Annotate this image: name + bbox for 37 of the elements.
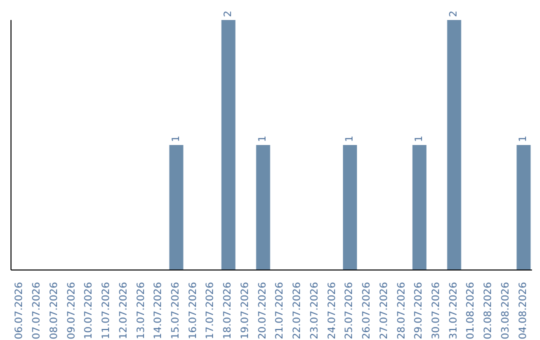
x-tick-label: 27.07.2026 — [378, 282, 390, 340]
x-tick-label: 06.07.2026 — [14, 282, 26, 340]
x-tick-label: 23.07.2026 — [309, 282, 320, 340]
x-tick-label: 22.07.2026 — [292, 282, 304, 340]
x-tick-label: 21.07.2026 — [274, 282, 286, 340]
data-label: 2 — [222, 10, 234, 17]
x-tick-label: 18.07.2026 — [222, 282, 234, 340]
data-label: 1 — [414, 136, 425, 142]
x-tick-label: 20.07.2026 — [257, 282, 268, 340]
x-tick-label: 04.08.2026 — [518, 282, 529, 340]
x-tick-label: 16.07.2026 — [188, 282, 199, 340]
x-tick-label: 15.07.2026 — [170, 282, 182, 340]
x-tick-label: 02.08.2026 — [483, 282, 494, 340]
x-tick-label: 09.07.2026 — [66, 282, 78, 340]
x-tick-label: 17.07.2026 — [205, 282, 216, 340]
data-label: 1 — [258, 136, 269, 142]
x-tick-label: 31.07.2026 — [448, 282, 460, 340]
data-label: 1 — [170, 136, 182, 142]
x-tick-label: 08.07.2026 — [48, 282, 60, 340]
x-tick-label: 10.07.2026 — [84, 282, 95, 340]
data-label: 1 — [344, 136, 356, 142]
x-tick-label: 03.08.2026 — [500, 282, 512, 340]
x-tick-label: 25.07.2026 — [344, 282, 356, 340]
x-tick-label: 13.07.2026 — [136, 282, 147, 340]
x-tick-label: 29.07.2026 — [414, 282, 425, 340]
x-tick-label: 28.07.2026 — [396, 282, 408, 340]
x-tick-label: 07.07.2026 — [32, 282, 43, 340]
x-tick-label: 26.07.2026 — [362, 282, 373, 340]
data-label: 1 — [518, 136, 530, 142]
x-tick-label: 30.07.2026 — [430, 282, 442, 340]
data-label: 2 — [448, 10, 460, 17]
x-tick-label: 24.07.2026 — [326, 282, 338, 340]
x-tick-label: 14.07.2026 — [153, 282, 164, 340]
x-tick-label: 12.07.2026 — [118, 282, 130, 340]
x-tick-label: 01.08.2026 — [466, 282, 477, 340]
x-tick-label: 11.07.2026 — [101, 282, 112, 340]
x-tick-label: 19.07.2026 — [240, 282, 251, 340]
